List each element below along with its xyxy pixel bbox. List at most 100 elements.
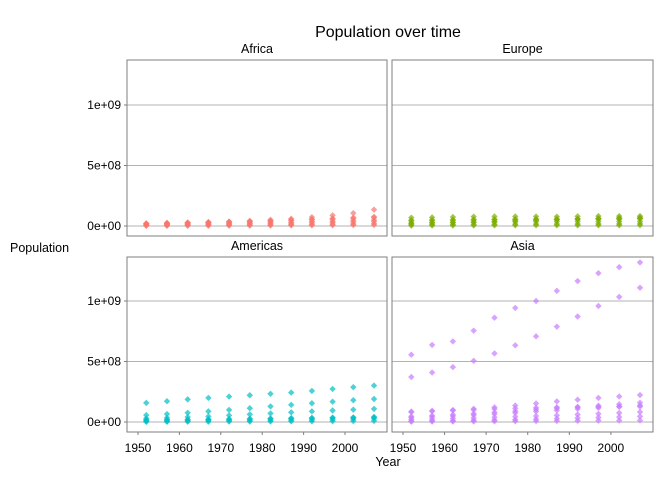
- data-point-europe: [512, 222, 519, 229]
- y-tick-label: 0e+00: [87, 219, 121, 233]
- data-point-americas: [205, 394, 212, 402]
- data-point-americas: [184, 409, 191, 417]
- data-point-asia: [636, 402, 644, 409]
- strip-label-europe: Europe: [502, 42, 542, 56]
- data-point-americas: [225, 418, 233, 425]
- x-tick-label: 1960: [166, 441, 193, 455]
- data-point-americas: [184, 396, 191, 403]
- strip-label-africa: Africa: [241, 42, 273, 56]
- data-point-asia: [595, 417, 602, 424]
- data-point-asia: [428, 341, 436, 349]
- data-point-asia: [595, 302, 602, 310]
- data-point-americas: [370, 382, 378, 389]
- data-point-americas: [163, 397, 171, 405]
- x-tick-label: 1960: [431, 441, 458, 455]
- data-point-asia: [553, 398, 561, 405]
- data-point-asia: [512, 342, 519, 349]
- data-point-asia: [512, 417, 519, 425]
- data-point-asia: [449, 407, 457, 414]
- data-point-asia: [470, 418, 477, 425]
- data-point-asia: [636, 417, 644, 424]
- data-point-asia: [574, 405, 581, 413]
- data-point-asia: [449, 363, 457, 371]
- data-point-asia: [636, 391, 644, 399]
- data-point-americas: [225, 393, 233, 400]
- data-point-americas: [225, 412, 233, 419]
- y-axis-title: Population: [10, 241, 69, 255]
- data-point-asia: [616, 263, 623, 271]
- data-point-asia: [408, 373, 415, 381]
- data-point-americas: [225, 406, 233, 414]
- data-point-americas: [329, 398, 336, 405]
- data-point-americas: [370, 405, 378, 413]
- data-point-europe: [491, 222, 498, 229]
- data-point-asia: [553, 417, 561, 425]
- data-point-asia: [616, 409, 623, 417]
- data-point-americas: [329, 385, 336, 393]
- panel-border-europe: [391, 59, 654, 237]
- data-point-asia: [428, 407, 436, 415]
- data-point-asia: [408, 351, 415, 358]
- strip-label-asia: Asia: [510, 239, 534, 253]
- y-tick-label: 1e+09: [87, 98, 121, 112]
- panel-europe: Europe: [391, 42, 654, 237]
- data-point-asia: [428, 418, 436, 425]
- strip-label-americas: Americas: [231, 239, 283, 253]
- data-point-americas: [308, 418, 316, 425]
- x-tick-label: 1950: [390, 441, 417, 455]
- x-tick-label: 1980: [249, 441, 276, 455]
- data-point-asia: [553, 323, 561, 330]
- data-point-europe: [574, 222, 581, 229]
- x-tick-label: 1990: [290, 441, 317, 455]
- data-point-asia: [449, 418, 457, 425]
- data-point-asia: [616, 417, 623, 424]
- data-point-americas: [287, 418, 295, 425]
- data-point-americas: [329, 407, 336, 414]
- data-point-africa: [267, 222, 274, 229]
- data-point-asia: [574, 417, 581, 424]
- x-tick-label: 1970: [207, 441, 234, 455]
- data-point-americas: [267, 390, 274, 398]
- data-point-europe: [595, 222, 602, 229]
- x-tick-label: 1980: [514, 441, 541, 455]
- x-tick-label: 1950: [125, 441, 152, 455]
- data-point-asia: [553, 287, 561, 295]
- data-point-africa: [184, 222, 191, 229]
- data-point-europe: [449, 222, 457, 229]
- panel-americas: Americas 0e+00 5e+08 1e+09 1950 1960 1970 1980 1…: [87, 239, 388, 455]
- data-point-asia: [491, 405, 498, 413]
- data-point-asia: [574, 313, 581, 320]
- data-point-americas: [329, 417, 336, 425]
- data-point-asia: [470, 406, 477, 414]
- data-point-asia: [408, 408, 415, 415]
- x-tick-label: 1990: [556, 441, 583, 455]
- data-point-asia: [491, 418, 498, 425]
- data-point-africa: [205, 222, 212, 229]
- data-point-asia: [408, 418, 415, 425]
- data-point-asia: [532, 333, 540, 340]
- data-point-asia: [595, 410, 602, 417]
- data-point-americas: [287, 409, 295, 416]
- data-point-africa: [350, 209, 357, 217]
- data-point-asia: [574, 396, 581, 403]
- data-point-europe: [553, 222, 561, 229]
- data-point-asia: [574, 411, 581, 418]
- data-point-asia: [532, 400, 540, 407]
- data-point-africa: [350, 221, 357, 229]
- data-point-asia: [449, 338, 457, 345]
- data-point-americas: [246, 411, 253, 418]
- panel-border-americas: [126, 256, 388, 433]
- data-point-americas: [287, 401, 295, 409]
- data-point-asia: [616, 403, 623, 410]
- data-point-asia: [470, 327, 477, 334]
- facet-panels: Africa 0e+00 5e+08 1e+09 Europe Americas 0e+00…: [87, 42, 654, 455]
- chart-title: Population over time: [315, 24, 461, 41]
- x-tick-label: 2000: [598, 441, 625, 455]
- data-point-asia: [616, 413, 623, 421]
- data-point-europe: [532, 222, 540, 229]
- data-point-asia: [491, 410, 498, 418]
- x-tick-label: 2000: [332, 441, 359, 455]
- data-point-americas: [246, 405, 253, 412]
- data-point-asia: [636, 259, 644, 266]
